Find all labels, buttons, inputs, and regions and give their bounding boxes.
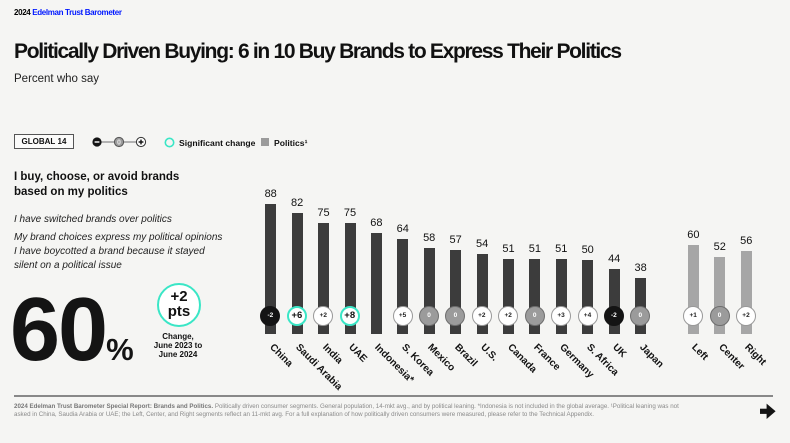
- svg-text:0: 0: [117, 140, 121, 147]
